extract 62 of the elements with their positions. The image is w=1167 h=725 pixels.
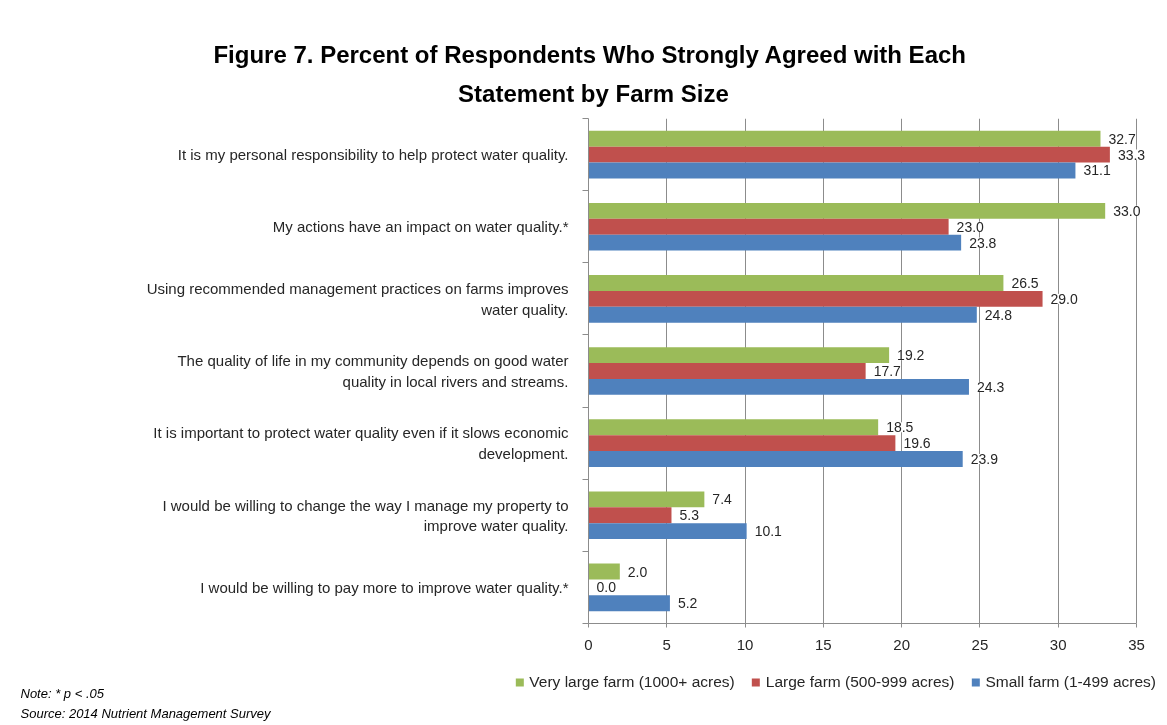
bar <box>588 162 1076 179</box>
data-label: 29.0 <box>1050 290 1079 307</box>
bar <box>588 451 963 467</box>
source-note: Source: 2014 Nutrient Management Survey <box>20 705 273 721</box>
data-label: 7.4 <box>712 491 733 508</box>
bar <box>588 563 620 580</box>
bar <box>588 491 705 508</box>
data-label: 23.0 <box>956 218 985 235</box>
x-tick-label: 15 <box>815 635 832 653</box>
data-label: 24.3 <box>976 378 1005 395</box>
x-tick-label: 10 <box>736 635 754 653</box>
bar <box>588 347 890 364</box>
y-tick-label: It is important to protect water quality even if it slows economic development. <box>153 424 569 462</box>
bar <box>588 523 747 540</box>
data-label: 5.3 <box>679 507 700 524</box>
y-tick-label: It is my personal responsibility to help protect water quality. <box>177 146 569 164</box>
bar <box>588 218 949 235</box>
bar <box>588 363 866 379</box>
y-tick-label: I would be willing to change the way I manage my property to improve water quality. <box>162 496 569 534</box>
x-tick-label: 5 <box>662 635 671 653</box>
bar <box>588 595 670 612</box>
data-label: 19.6 <box>903 435 931 452</box>
legend-label: Very large farm (1000+ acres) <box>529 673 735 691</box>
bar <box>588 507 672 524</box>
data-label: 18.5 <box>886 419 914 436</box>
bar <box>588 275 1004 291</box>
bar <box>588 306 977 323</box>
data-label: 31.1 <box>1083 162 1111 179</box>
data-label: 23.8 <box>969 234 997 251</box>
chart-title: Figure 7. Percent of Respondents Who Strongly Agreed with Each Statement by Farm Size <box>213 40 966 107</box>
y-tick-label: The quality of life in my community depends on good water quality in local rivers and streams. <box>177 352 569 390</box>
data-label: 2.0 <box>627 563 648 580</box>
bar <box>588 378 969 395</box>
x-tick-label: 30 <box>1049 635 1067 653</box>
data-label: 33.0 <box>1113 202 1141 219</box>
bar <box>588 234 962 251</box>
data-label: 10.1 <box>754 523 783 540</box>
data-label: 17.7 <box>873 363 902 379</box>
y-tick-label: My actions have an impact on water quality.* <box>272 218 569 236</box>
y-tick-label: I would be willing to pay more to improve water quality.* <box>200 578 569 596</box>
x-tick-label: 20 <box>893 635 910 653</box>
bar <box>588 419 879 436</box>
y-tick-label: Using recommended management practices on farms improves water quality. <box>146 280 569 318</box>
x-tick-label: 25 <box>971 635 989 653</box>
data-label: 19.2 <box>897 347 925 364</box>
data-label: 24.8 <box>984 306 1013 323</box>
bar <box>588 202 1106 219</box>
legend-label: Small farm (1-499 acres) <box>985 673 1156 691</box>
legend-label: Large farm (500-999 acres) <box>765 673 955 691</box>
text: Note: * p < .05 <box>20 685 105 701</box>
data-label: 23.9 <box>970 451 999 468</box>
data-label: 26.5 <box>1011 274 1039 291</box>
x-tick-label: 0 <box>584 635 593 653</box>
bar <box>588 290 1043 307</box>
data-label: 32.7 <box>1108 130 1136 147</box>
data-label: 5.2 <box>677 595 698 612</box>
x-tick-label: 35 <box>1128 635 1145 653</box>
bar <box>588 435 896 452</box>
data-label: 0.0 <box>596 579 617 596</box>
bar <box>588 130 1101 147</box>
data-label: 33.3 <box>1117 146 1146 163</box>
bar <box>588 146 1110 163</box>
